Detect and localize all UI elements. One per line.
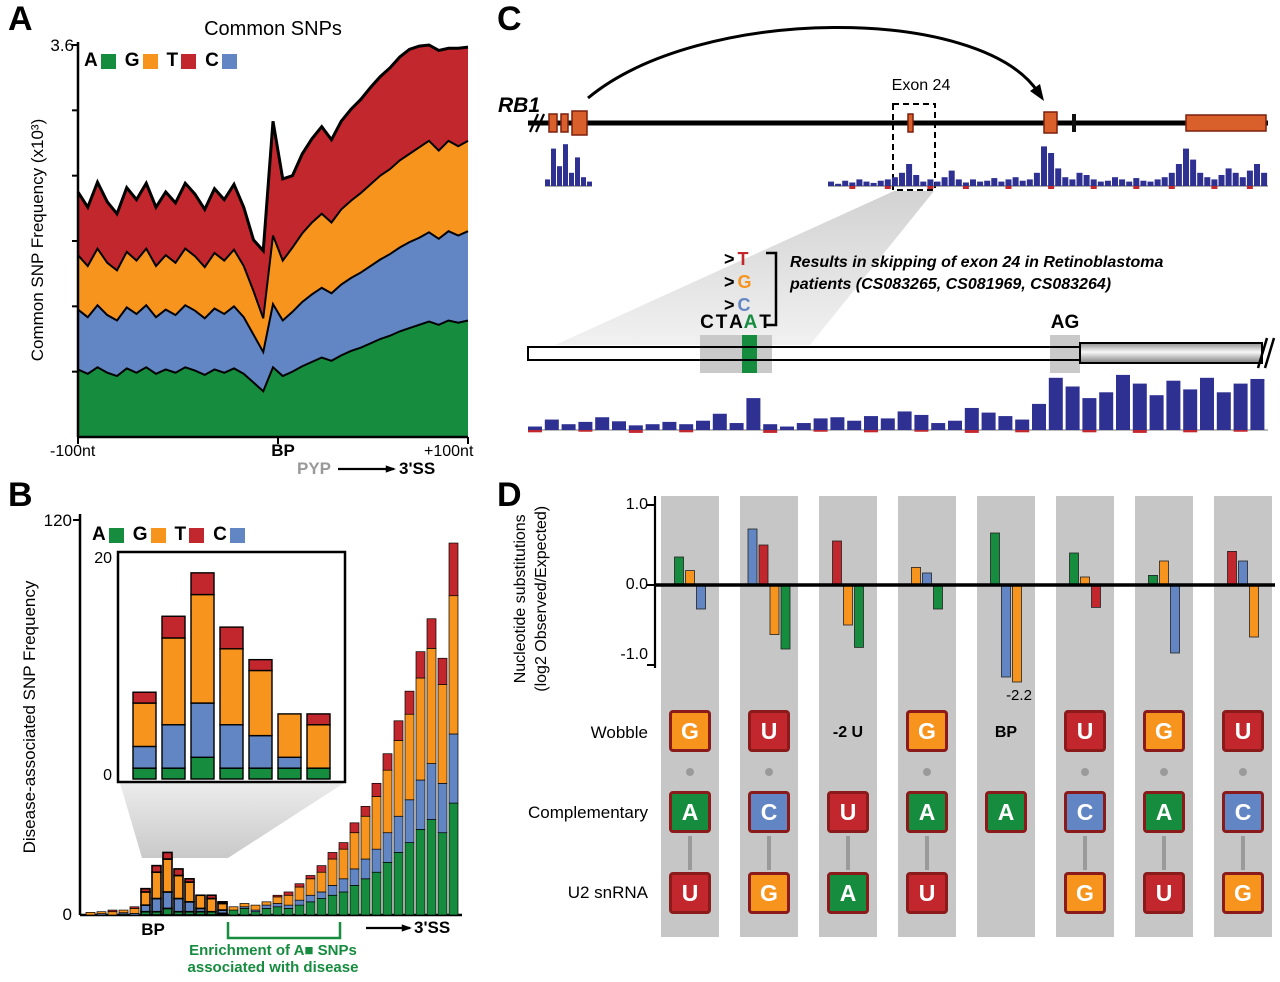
exon24-label: Exon 24 — [891, 77, 951, 94]
enrichment-note-line2: associated with disease — [187, 959, 359, 976]
legend-swatch — [100, 53, 116, 69]
u2-nt-box: G — [748, 872, 790, 914]
comp-nt-box: A — [906, 791, 948, 833]
substitution-arrow: > — [724, 272, 735, 292]
panel-d-ytick-0: 0.0 — [625, 576, 648, 593]
gene-name: RB1 — [498, 94, 541, 117]
legend-letter: C — [213, 524, 227, 545]
panel-a-xmax-label: +100nt — [424, 443, 474, 460]
sequence-letter: C — [700, 312, 714, 333]
wobble-nt-box: G — [669, 710, 711, 752]
skipping-note-line1: Results in skipping of exon 24 in Retino… — [790, 254, 1164, 271]
u2-nt-box: U — [1143, 872, 1185, 914]
u2-nt-box: G — [1064, 872, 1106, 914]
panel-b-ylabel: Disease-associated SNP Frequency — [20, 580, 39, 854]
legend-letter: G — [132, 524, 148, 545]
panel-b-chart — [73, 514, 462, 940]
enrichment-note-line1: Enrichment of A■ SNPs — [189, 942, 357, 959]
substitution-letter: T — [737, 249, 749, 269]
panel-a-bp-label: BP — [271, 441, 295, 460]
u2-nt-box: U — [906, 872, 948, 914]
legend-letter: T — [174, 524, 187, 545]
panel-c-graphics — [527, 26, 1276, 433]
legend-letter: A — [84, 50, 98, 71]
panel-a-title: Common SNPs — [204, 18, 342, 40]
sequence-letter: T — [715, 312, 728, 333]
panel-a-ymax: 3.6 — [50, 36, 74, 55]
skipping-note-line2: patients (CS083265, CS081969, CS083264) — [790, 276, 1112, 293]
panel-c-label: C — [497, 0, 522, 38]
panel-a-chart — [72, 42, 469, 473]
comp-nt-box: C — [1064, 791, 1106, 833]
panel-a-xmin-label: -100nt — [50, 443, 96, 460]
panel-a-ylabel: Common SNP Frequency (x10³) — [28, 118, 47, 362]
row-label-wobble: Wobble — [590, 723, 648, 742]
sequence-letter: A — [729, 312, 743, 333]
legend-letter: G — [124, 50, 140, 71]
panel-b-ymax: 120 — [43, 511, 72, 530]
comp-nt-box: C — [748, 791, 790, 833]
substitution-arrow: > — [724, 295, 735, 315]
substitution-list: > T > G > C — [724, 248, 752, 317]
u2-nt-box: U — [669, 872, 711, 914]
panel-d-ytick-neg1: -1.0 — [620, 646, 648, 663]
legend-swatch — [142, 53, 158, 69]
column-label: -2 U — [832, 724, 864, 741]
panel-b-ymin: 0 — [62, 905, 72, 924]
panel-b-bp-label: BP — [141, 920, 165, 939]
legend-letter: A — [92, 524, 106, 545]
wobble-nt-box: U — [1222, 710, 1264, 752]
legend-letter: T — [166, 50, 179, 71]
wobble-nt-box: G — [1143, 710, 1185, 752]
wobble-nt-box: U — [1064, 710, 1106, 752]
inset-ymin: 0 — [103, 767, 112, 784]
substitution-arrow: > — [724, 249, 735, 269]
comp-nt-box: U — [827, 791, 869, 833]
legend-swatch — [150, 527, 166, 543]
u2-nt-box: G — [1222, 872, 1264, 914]
substitution-row: > C — [724, 294, 752, 317]
legend-swatch — [221, 53, 237, 69]
clipped-bar-value: -2.2 — [1006, 687, 1032, 704]
substitution-letter: C — [737, 295, 751, 315]
legend-swatch — [181, 53, 197, 69]
panel-d-ylabel-line2: (log2 Observed/Expected) — [533, 505, 550, 692]
row-label-complementary: Complementary — [528, 803, 648, 822]
u2-nt-box: A — [827, 872, 869, 914]
comp-nt-box: A — [1143, 791, 1185, 833]
substitution-row: > G — [724, 271, 752, 294]
wobble-nt-box: U — [748, 710, 790, 752]
panel-d-ylabel: Nucleotide substitutions (log2 Observed/… — [511, 384, 553, 814]
panel-a-pyp-label: PYP — [297, 459, 332, 478]
substitution-letter: G — [737, 272, 752, 292]
panel-b-label: B — [8, 476, 33, 514]
panel-d-ytick-1: 1.0 — [625, 496, 648, 513]
sequence-letter: A — [743, 312, 758, 333]
panel-b-3ss-label: 3'SS — [414, 918, 451, 937]
panel-a-label: A — [8, 0, 33, 38]
panel-d-label: D — [497, 476, 522, 514]
sequence-ag: AG — [1050, 312, 1080, 333]
legend-swatch — [229, 527, 245, 543]
panel-d-ylabel-line1: Nucleotide substitutions — [512, 514, 530, 684]
comp-nt-box: A — [669, 791, 711, 833]
substitution-row: > T — [724, 248, 752, 271]
column-label: BP — [994, 724, 1018, 741]
inset-ymax: 20 — [94, 550, 112, 567]
comp-nt-box: C — [1222, 791, 1264, 833]
panel-a-3ss-label: 3'SS — [399, 459, 436, 478]
legend-swatch — [108, 527, 124, 543]
comp-nt-box: A — [985, 791, 1027, 833]
legend-swatch — [189, 527, 205, 543]
row-label-u2snrna: U2 snRNA — [567, 883, 648, 902]
wobble-nt-box: G — [906, 710, 948, 752]
legend-letter: C — [205, 50, 219, 71]
sequence-letter: T — [759, 312, 771, 333]
